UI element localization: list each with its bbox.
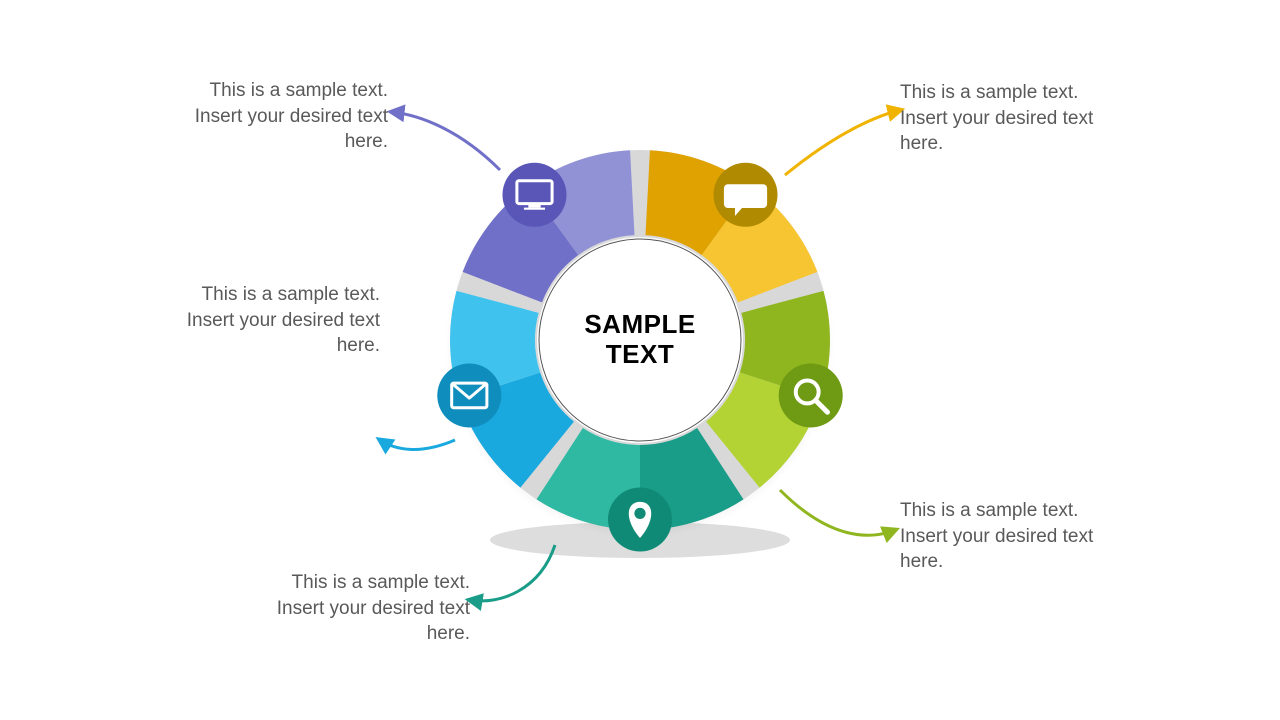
arrow-monitor [392, 112, 500, 170]
arrow-chat [785, 110, 900, 175]
callout-chat: This is a sample text. Insert your desir… [900, 80, 1160, 157]
callout-location: This is a sample text. Insert your desir… [210, 570, 470, 647]
icon-circle-mail [437, 363, 501, 427]
callout-mail: This is a sample text. Insert your desir… [120, 282, 380, 359]
icon-circle-search [779, 363, 843, 427]
icon-circle-monitor [502, 163, 566, 227]
arrow-mail [380, 440, 455, 449]
infographic-stage: SAMPLE TEXT This is a sample text. Inser… [0, 0, 1280, 720]
arrow-search [780, 490, 895, 535]
center-label: SAMPLE TEXT [540, 310, 740, 370]
callout-monitor: This is a sample text. Insert your desir… [128, 78, 388, 155]
callout-search: This is a sample text. Insert your desir… [900, 498, 1160, 575]
